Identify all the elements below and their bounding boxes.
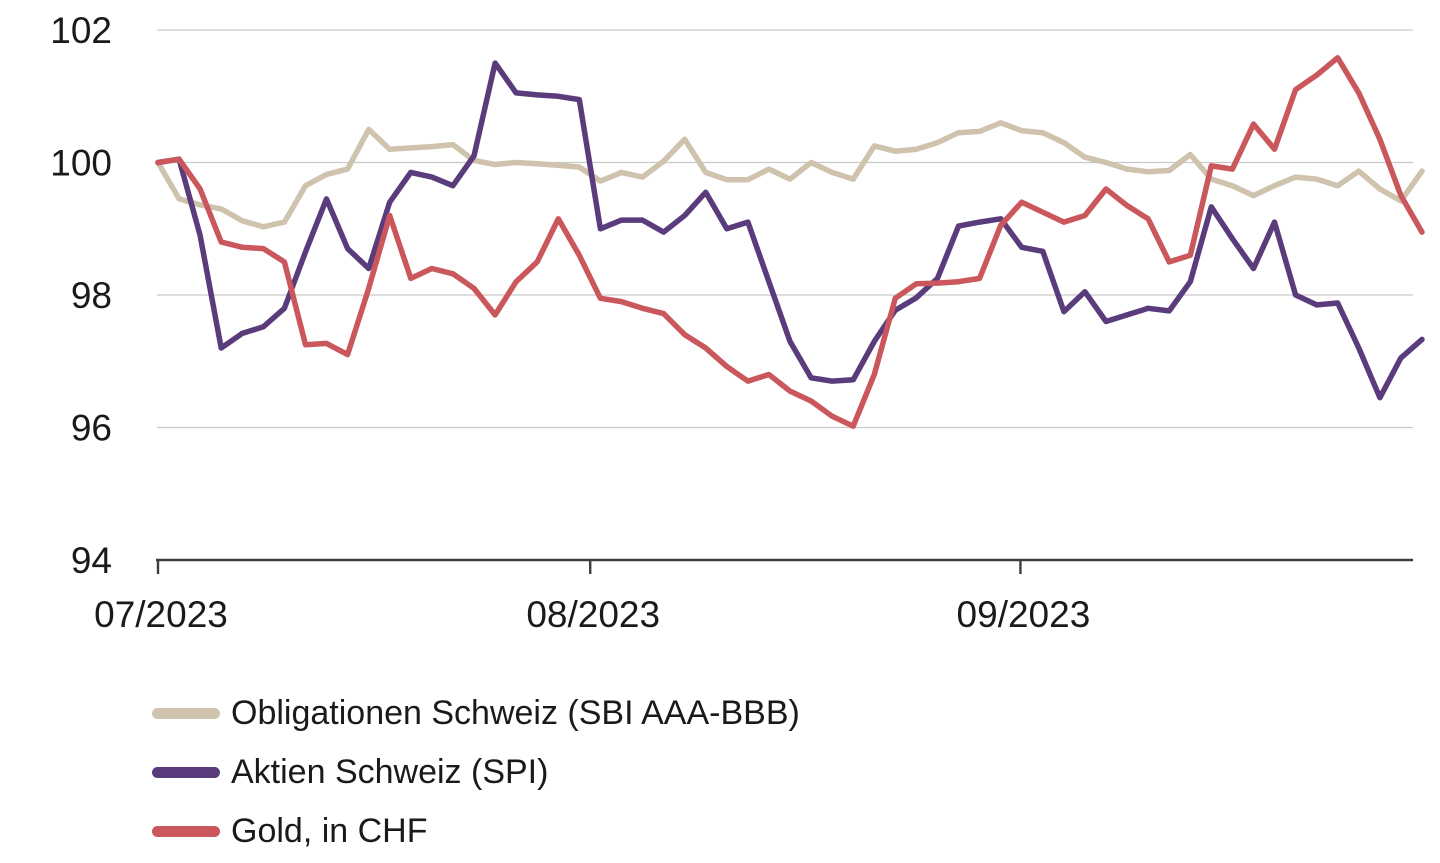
- x-axis-labels: 07/2023 08/2023 09/2023: [94, 594, 1090, 635]
- x-axis: [156, 558, 1413, 574]
- x-axis-tick-label-08/2023: 08/2023: [526, 594, 660, 635]
- legend-item-obligationen: Obligationen Schweiz (SBI AAA-BBB): [152, 692, 800, 734]
- y-axis-tick-label-94: 94: [71, 540, 112, 581]
- y-axis-tick-label-102: 102: [50, 10, 112, 51]
- series-line-aktien-schweiz-spi: [155, 60, 1425, 401]
- legend-swatch-obligationen: [152, 707, 220, 719]
- legend-label-obligationen: Obligationen Schweiz (SBI AAA-BBB): [231, 694, 800, 732]
- chart-legend: Obligationen Schweiz (SBI AAA-BBB) Aktie…: [152, 692, 800, 852]
- legend-swatch-gold: [152, 825, 220, 837]
- legend-label-aktien: Aktien Schweiz (SPI): [231, 753, 549, 791]
- series-line-obligationen-schweiz-sbi-aaa-bbb: [155, 120, 1425, 230]
- series-lines: [155, 55, 1425, 429]
- x-axis-tick-label-09/2023: 09/2023: [957, 594, 1091, 635]
- legend-item-aktien: Aktien Schweiz (SPI): [152, 751, 800, 793]
- legend-swatch-aktien: [152, 766, 220, 778]
- y-axis-labels: 94 96 98 100 102: [50, 10, 112, 581]
- y-axis-tick-label-100: 100: [50, 143, 112, 184]
- legend-item-gold: Gold, in CHF: [152, 810, 800, 852]
- legend-label-gold: Gold, in CHF: [231, 812, 428, 850]
- x-axis-tick-label-07/2023: 07/2023: [94, 594, 228, 635]
- y-axis-tick-label-98: 98: [71, 275, 112, 316]
- y-axis-tick-label-96: 96: [71, 408, 112, 449]
- series-line-gold-in-chf: [155, 55, 1425, 429]
